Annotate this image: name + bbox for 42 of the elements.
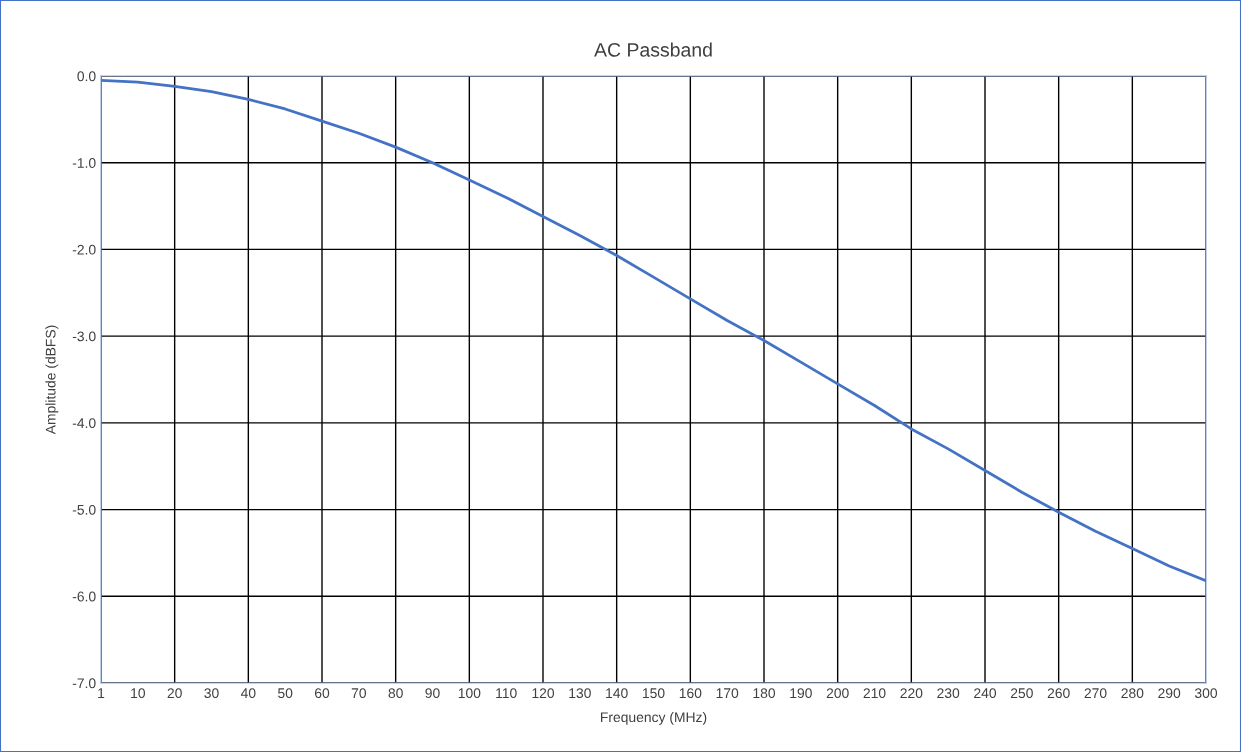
x-tick-label: 40 bbox=[240, 688, 256, 699]
x-tick-label: 30 bbox=[204, 688, 219, 699]
x-tick-label: 300 bbox=[1194, 688, 1218, 699]
x-tick-label: 100 bbox=[458, 688, 481, 699]
x-tick-label: 50 bbox=[278, 688, 293, 699]
x-tick-label: 280 bbox=[1121, 688, 1144, 699]
x-tick-label: 170 bbox=[716, 688, 739, 699]
x-tick-label: 220 bbox=[900, 688, 923, 699]
x-tick-label: 70 bbox=[351, 688, 367, 699]
chart-title: AC Passband bbox=[594, 42, 712, 57]
y-tick-label: -7.0 bbox=[72, 678, 96, 689]
y-tick-label: -6.0 bbox=[72, 591, 96, 602]
x-tick-label: 250 bbox=[1010, 688, 1033, 699]
y-tick-label: -4.0 bbox=[72, 418, 96, 429]
x-tick-label: 270 bbox=[1084, 688, 1107, 699]
x-tick-label: 290 bbox=[1158, 688, 1181, 699]
x-tick-label: 140 bbox=[606, 688, 628, 699]
x-tick-label: 230 bbox=[937, 688, 960, 699]
x-tick-label: 130 bbox=[569, 688, 591, 699]
y-tick-label: -3.0 bbox=[72, 331, 96, 342]
x-tick-label: 60 bbox=[314, 688, 330, 699]
x-tick-label: 110 bbox=[496, 688, 517, 699]
x-tick-label: 20 bbox=[167, 688, 182, 699]
x-tick-label: 260 bbox=[1047, 688, 1070, 699]
x-tick-label: 10 bbox=[131, 688, 146, 699]
x-tick-label: 1 bbox=[98, 688, 105, 698]
x-tick-label: 150 bbox=[642, 688, 665, 699]
x-tick-label: 160 bbox=[679, 688, 702, 699]
y-axis-title: Amplitude (dBFS) bbox=[45, 325, 59, 435]
x-axis-title: Frequency (MHz) bbox=[601, 711, 707, 725]
y-tick-label: -1.0 bbox=[72, 158, 96, 168]
x-tick-label: 240 bbox=[974, 688, 997, 699]
y-tick-label: 0.0 bbox=[77, 71, 96, 82]
x-tick-label: 90 bbox=[425, 688, 440, 699]
x-tick-label: 200 bbox=[826, 688, 849, 699]
x-tick-label: 180 bbox=[753, 688, 776, 699]
y-tick-label: -2.0 bbox=[72, 244, 96, 255]
y-tick-label: -5.0 bbox=[72, 504, 96, 515]
x-tick-label: 210 bbox=[863, 688, 886, 699]
x-tick-label: 80 bbox=[388, 688, 403, 699]
x-tick-label: 120 bbox=[532, 688, 555, 699]
x-tick-label: 190 bbox=[790, 688, 812, 699]
